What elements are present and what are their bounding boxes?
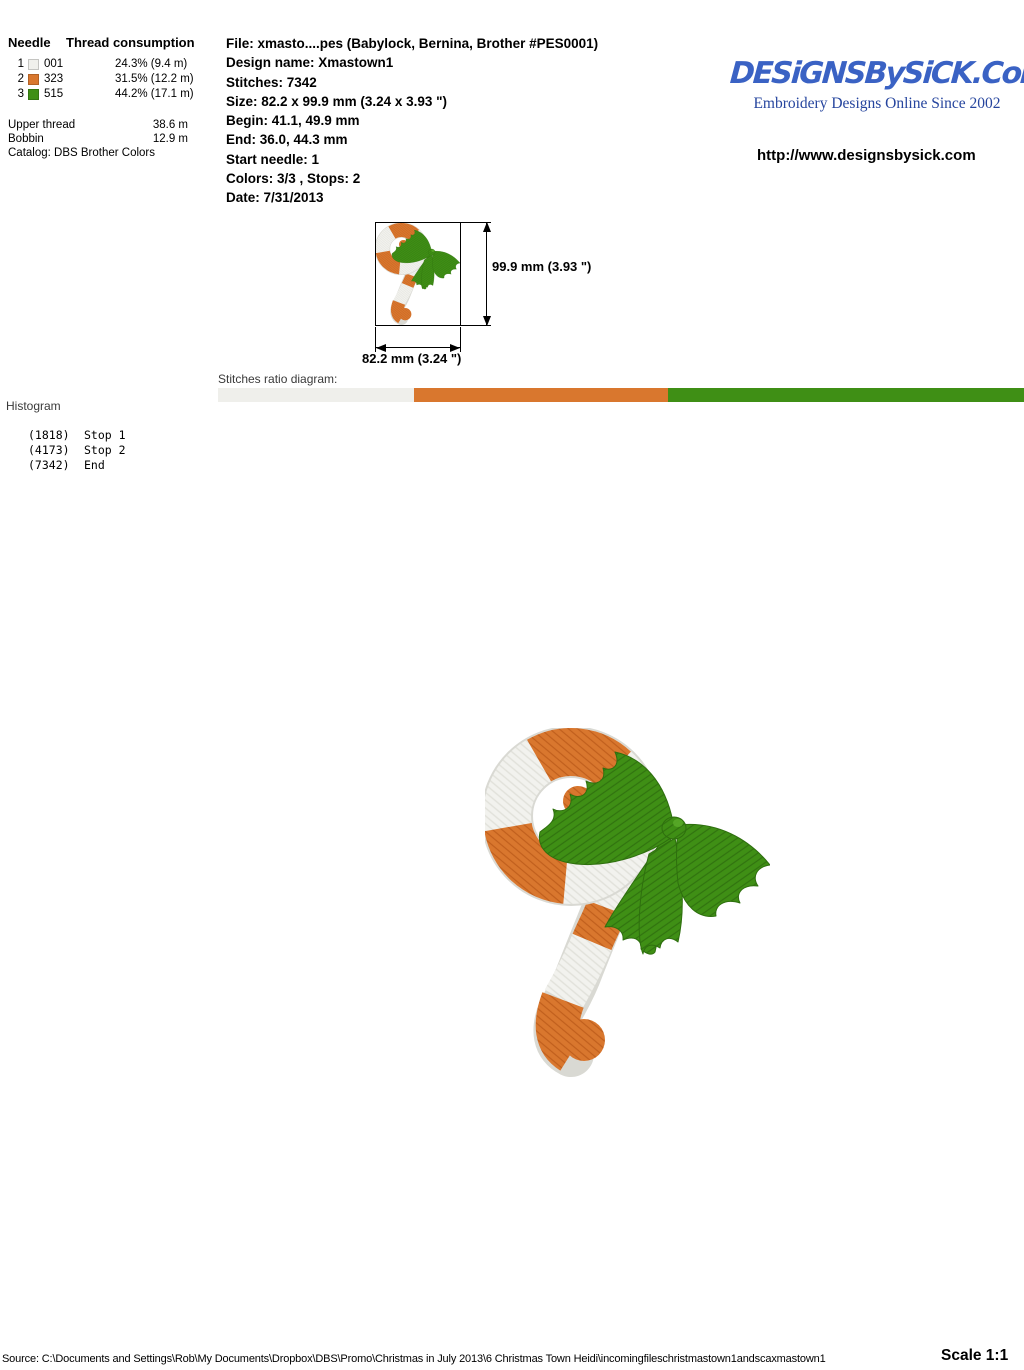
needle-number: 1	[17, 58, 24, 70]
thread-row: 2 323 31.5% (12.2 m)	[0, 73, 220, 87]
colors-stops-line: Colors: 3/3 , Stops: 2	[226, 171, 361, 187]
thread-row: 1 001 24.3% (9.4 m)	[0, 58, 220, 72]
bobbin-label: Bobbin	[8, 133, 44, 145]
design-thumbnail	[376, 223, 460, 325]
embroidery-design-preview	[485, 728, 770, 1077]
arrow-left-icon	[376, 344, 386, 352]
catalog-info: Catalog: DBS Brother Colors	[8, 147, 156, 159]
thread-color-code: 001	[44, 58, 64, 70]
stop-label: End	[84, 458, 105, 472]
stop-label: Stop 1	[84, 428, 126, 442]
needle-number: 3	[17, 88, 24, 100]
arrow-down-icon	[483, 316, 491, 326]
arrow-right-icon	[450, 344, 460, 352]
thread-consumption-header: Thread consumption	[66, 35, 195, 50]
vertical-dimension-line	[486, 222, 487, 326]
designsbysick-logo: DESiGNSBySiCK.CoM	[728, 56, 1024, 91]
height-dimension-label: 99.9 mm (3.93 ")	[492, 259, 592, 274]
needle-column-header: Needle	[8, 35, 51, 50]
histogram-title: Histogram	[6, 399, 61, 413]
horizontal-dimension-line	[375, 347, 461, 348]
ratio-segment-thread-2	[413, 388, 668, 402]
size-line: Size: 82.2 x 99.9 mm (3.24 x 3.93 ")	[226, 93, 448, 109]
thread-color-swatch	[28, 59, 39, 70]
thread-color-code: 323	[44, 73, 64, 85]
width-dimension-label: 82.2 mm (3.24 ")	[362, 351, 462, 366]
file-info-block: File: xmasto....pes (Babylock, Bernina, …	[226, 34, 746, 208]
upper-thread-label: Upper thread	[8, 119, 76, 131]
logo-tagline: Embroidery Designs Online Since 2002	[753, 95, 1001, 112]
thread-color-swatch	[28, 89, 39, 100]
thread-consumption-value: 24.3% (9.4 m)	[115, 58, 188, 70]
website-url: http://www.designsbysick.com	[757, 147, 976, 164]
extension-line-left	[375, 327, 376, 352]
extension-line-top	[461, 222, 491, 223]
ratio-segment-thread-1	[218, 388, 414, 402]
scale-label: Scale 1:1	[941, 1347, 1009, 1364]
stitches-ratio-label: Stitches ratio diagram:	[218, 372, 338, 386]
design-name-line: Design name: Xmastown1	[226, 55, 394, 71]
date-line: Date: 7/31/2013	[226, 190, 324, 206]
source-path: Source: C:\Documents and Settings\Rob\My…	[2, 1353, 826, 1365]
arrow-up-icon	[483, 222, 491, 232]
begin-line: Begin: 41.1, 49.9 mm	[226, 113, 360, 129]
stitches-ratio-bar	[218, 388, 1024, 402]
start-needle-line: Start needle: 1	[226, 151, 320, 167]
stitch-count: (1818)	[28, 428, 70, 442]
histogram-list: (1818) Stop 1 (4173) Stop 2 (7342) End	[28, 428, 126, 473]
ratio-segment-thread-3	[667, 388, 1024, 402]
bobbin-value: 12.9 m	[152, 133, 188, 145]
stitch-count-line: Stitches: 7342	[226, 74, 317, 90]
design-bounding-box	[375, 222, 461, 326]
thread-row: 3 515 44.2% (17.1 m)	[0, 88, 220, 102]
end-line: End: 36.0, 44.3 mm	[226, 132, 348, 148]
histogram-entry: (4173) Stop 2	[28, 443, 126, 458]
needle-number: 2	[17, 73, 24, 85]
thread-consumption-value: 31.5% (12.2 m)	[115, 73, 194, 85]
histogram-entry: (7342) End	[28, 458, 126, 473]
file-name-line: File: xmasto....pes (Babylock, Bernina, …	[226, 36, 599, 51]
thread-consumption-value: 44.2% (17.1 m)	[115, 88, 194, 100]
histogram-entry: (1818) Stop 1	[28, 428, 126, 443]
thread-color-code: 515	[44, 88, 64, 100]
thread-color-swatch	[28, 74, 39, 85]
extension-line-bottom	[461, 325, 491, 326]
extension-line-right	[460, 327, 461, 352]
stitch-count: (7342)	[28, 458, 70, 472]
stop-label: Stop 2	[84, 443, 126, 457]
stitch-count: (4173)	[28, 443, 70, 457]
upper-thread-value: 38.6 m	[152, 119, 188, 131]
